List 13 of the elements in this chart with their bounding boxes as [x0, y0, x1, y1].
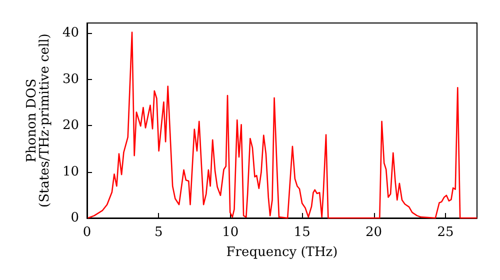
- y-tick-label: 30: [62, 72, 79, 87]
- y-tick-label: 20: [62, 118, 79, 134]
- x-tick-label: 10: [222, 225, 239, 240]
- x-tick-label: 20: [365, 225, 382, 240]
- x-tick-label: 5: [154, 225, 163, 240]
- y-tick-label: 40: [62, 26, 79, 41]
- x-axis-title: Frequency (THz): [226, 245, 338, 260]
- y-tick-label: 0: [70, 210, 79, 226]
- x-tick-label: 25: [437, 225, 454, 240]
- x-tick-label: 15: [294, 225, 310, 240]
- y-tick-label: 10: [62, 164, 79, 180]
- x-tick-label: 0: [82, 225, 92, 240]
- y-axis-title: Phonon DOS (States/THz·primitive cell): [24, 33, 53, 208]
